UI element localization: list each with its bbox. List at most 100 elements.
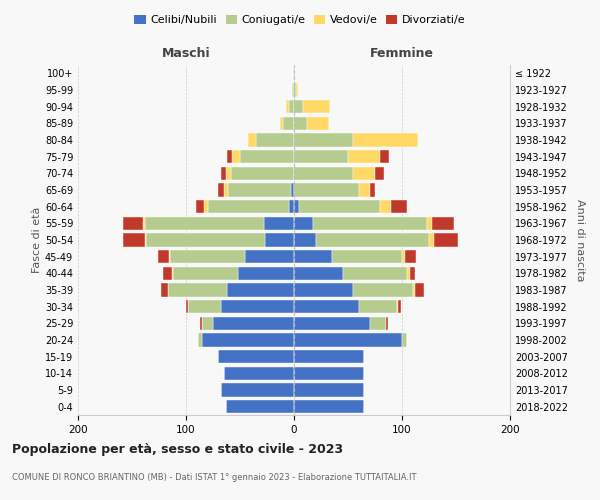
Bar — [124, 234, 145, 246]
Bar — [221, 166, 226, 180]
Bar — [370, 184, 375, 196]
Bar — [146, 234, 265, 246]
Bar — [391, 200, 407, 213]
Bar — [202, 334, 294, 346]
Bar — [200, 316, 202, 330]
Bar — [405, 250, 416, 264]
Bar — [293, 66, 294, 80]
Bar — [232, 166, 294, 180]
Bar — [398, 300, 401, 314]
Bar — [202, 316, 213, 330]
Bar — [170, 250, 245, 264]
Bar — [294, 100, 302, 114]
Bar — [294, 84, 296, 96]
Bar — [413, 284, 415, 296]
Bar — [359, 300, 397, 314]
Bar — [240, 150, 294, 164]
Bar — [343, 266, 407, 280]
Bar — [432, 216, 454, 230]
Bar — [397, 300, 398, 314]
Bar — [429, 234, 434, 246]
Bar — [186, 300, 188, 314]
Bar — [208, 200, 289, 213]
Bar — [291, 184, 294, 196]
Bar — [294, 366, 364, 380]
Bar — [348, 150, 380, 164]
Bar — [158, 250, 169, 264]
Bar — [294, 216, 313, 230]
Bar — [169, 250, 170, 264]
Bar — [280, 116, 283, 130]
Bar — [294, 384, 364, 396]
Bar — [232, 150, 240, 164]
Bar — [294, 266, 343, 280]
Bar — [256, 134, 294, 146]
Bar — [196, 200, 205, 213]
Bar — [353, 134, 418, 146]
Bar — [167, 284, 227, 296]
Bar — [143, 216, 145, 230]
Bar — [380, 200, 391, 213]
Bar — [289, 100, 294, 114]
Text: Popolazione per età, sesso e stato civile - 2023: Popolazione per età, sesso e stato civil… — [12, 442, 343, 456]
Bar — [145, 234, 146, 246]
Bar — [302, 100, 329, 114]
Bar — [221, 384, 294, 396]
Bar — [294, 334, 402, 346]
Bar — [227, 284, 294, 296]
Bar — [188, 300, 221, 314]
Bar — [294, 150, 348, 164]
Bar — [296, 84, 298, 96]
Bar — [226, 400, 294, 413]
Bar — [294, 66, 295, 80]
Bar — [294, 184, 359, 196]
Bar — [294, 400, 364, 413]
Bar — [224, 184, 228, 196]
Bar — [221, 300, 294, 314]
Bar — [205, 200, 208, 213]
Bar — [353, 284, 413, 296]
Bar — [294, 284, 353, 296]
Bar — [198, 334, 202, 346]
Bar — [294, 234, 316, 246]
Bar — [407, 266, 410, 280]
Text: COMUNE DI RONCO BRIANTINO (MB) - Dati ISTAT 1° gennaio 2023 - Elaborazione TUTTA: COMUNE DI RONCO BRIANTINO (MB) - Dati IS… — [12, 472, 416, 482]
Bar — [286, 100, 289, 114]
Bar — [265, 234, 294, 246]
Bar — [226, 166, 232, 180]
Bar — [294, 316, 370, 330]
Bar — [124, 216, 143, 230]
Bar — [213, 316, 294, 330]
Bar — [307, 116, 329, 130]
Bar — [292, 84, 294, 96]
Bar — [410, 266, 415, 280]
Bar — [245, 250, 294, 264]
Bar — [161, 284, 167, 296]
Bar — [434, 234, 458, 246]
Bar — [145, 216, 264, 230]
Bar — [353, 166, 375, 180]
Bar — [264, 216, 294, 230]
Bar — [294, 300, 359, 314]
Bar — [294, 350, 364, 364]
Bar — [248, 134, 256, 146]
Y-axis label: Fasce di età: Fasce di età — [32, 207, 42, 273]
Bar — [316, 234, 429, 246]
Bar — [294, 200, 299, 213]
Legend: Celibi/Nubili, Coniugati/e, Vedovi/e, Divorziati/e: Celibi/Nubili, Coniugati/e, Vedovi/e, Di… — [130, 10, 470, 30]
Bar — [238, 266, 294, 280]
Bar — [218, 184, 224, 196]
Bar — [402, 250, 405, 264]
Bar — [332, 250, 402, 264]
Y-axis label: Anni di nascita: Anni di nascita — [575, 198, 584, 281]
Bar — [218, 350, 294, 364]
Text: Maschi: Maschi — [161, 47, 211, 60]
Bar — [227, 150, 232, 164]
Bar — [283, 116, 294, 130]
Bar — [402, 334, 407, 346]
Bar — [294, 166, 353, 180]
Bar — [294, 134, 353, 146]
Bar — [224, 366, 294, 380]
Bar — [313, 216, 427, 230]
Bar — [370, 316, 386, 330]
